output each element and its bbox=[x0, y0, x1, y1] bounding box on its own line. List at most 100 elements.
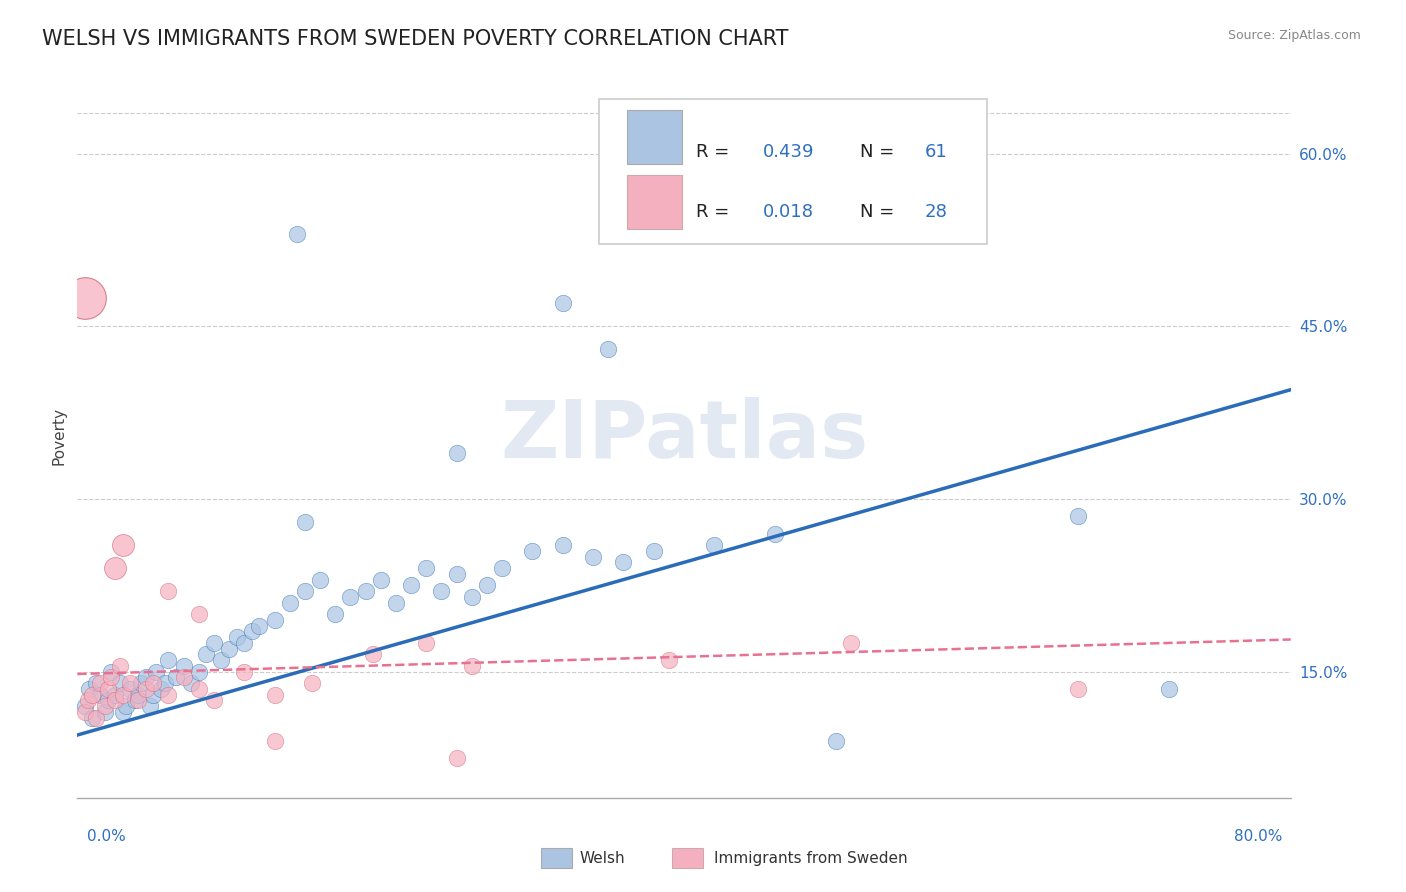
Point bbox=[187, 607, 209, 622]
Point bbox=[247, 618, 270, 632]
Point bbox=[127, 693, 149, 707]
Text: Immigrants from Sweden: Immigrants from Sweden bbox=[714, 851, 908, 865]
Text: 0.0%: 0.0% bbox=[87, 830, 127, 844]
Point bbox=[415, 561, 437, 575]
Point bbox=[108, 659, 131, 673]
Point bbox=[142, 688, 165, 702]
Point bbox=[430, 584, 453, 599]
Point bbox=[385, 596, 408, 610]
Point bbox=[84, 676, 107, 690]
Text: R =: R = bbox=[696, 203, 735, 221]
Point bbox=[1067, 681, 1090, 696]
Point bbox=[104, 693, 127, 707]
Text: Welsh: Welsh bbox=[579, 851, 624, 865]
Text: N =: N = bbox=[860, 203, 900, 221]
Point bbox=[1159, 681, 1181, 696]
Point bbox=[129, 676, 152, 690]
Text: WELSH VS IMMIGRANTS FROM SWEDEN POVERTY CORRELATION CHART: WELSH VS IMMIGRANTS FROM SWEDEN POVERTY … bbox=[42, 29, 789, 48]
Text: 0.439: 0.439 bbox=[763, 143, 814, 161]
Point bbox=[120, 676, 142, 690]
Point bbox=[155, 676, 177, 690]
Point bbox=[79, 681, 101, 696]
Text: R =: R = bbox=[696, 143, 735, 161]
Point bbox=[120, 681, 142, 696]
Point bbox=[135, 671, 157, 685]
Point bbox=[202, 693, 225, 707]
Point bbox=[446, 751, 468, 765]
Point bbox=[202, 636, 225, 650]
Point bbox=[180, 676, 202, 690]
Point bbox=[142, 676, 165, 690]
Point bbox=[460, 659, 482, 673]
Point bbox=[301, 676, 323, 690]
Point bbox=[157, 584, 180, 599]
Point bbox=[73, 291, 96, 305]
Point bbox=[111, 538, 134, 552]
Point bbox=[703, 538, 725, 552]
Point bbox=[658, 653, 681, 667]
Text: ZIPatlas: ZIPatlas bbox=[501, 397, 868, 475]
Text: 28: 28 bbox=[924, 203, 948, 221]
Point bbox=[124, 693, 146, 707]
Point bbox=[839, 636, 862, 650]
Point bbox=[263, 733, 285, 747]
Point bbox=[399, 578, 422, 592]
Point bbox=[354, 584, 377, 599]
Point bbox=[84, 711, 107, 725]
FancyBboxPatch shape bbox=[599, 98, 987, 244]
Point bbox=[73, 705, 96, 719]
Point bbox=[187, 681, 209, 696]
Point bbox=[97, 681, 120, 696]
Text: N =: N = bbox=[860, 143, 900, 161]
Point bbox=[294, 584, 316, 599]
Point bbox=[446, 566, 468, 581]
Point bbox=[165, 671, 187, 685]
Point bbox=[763, 526, 786, 541]
Point bbox=[108, 676, 131, 690]
Point bbox=[115, 699, 138, 714]
Point bbox=[415, 636, 437, 650]
Point bbox=[111, 705, 134, 719]
Point bbox=[89, 688, 111, 702]
Point bbox=[370, 573, 392, 587]
Point bbox=[278, 596, 301, 610]
Point bbox=[491, 561, 513, 575]
Point bbox=[323, 607, 346, 622]
Point bbox=[173, 671, 195, 685]
Point bbox=[127, 688, 149, 702]
Point bbox=[522, 544, 544, 558]
Point bbox=[551, 296, 574, 310]
Point bbox=[195, 648, 218, 662]
Point bbox=[598, 343, 620, 357]
Point bbox=[339, 590, 361, 604]
Point bbox=[263, 688, 285, 702]
Point bbox=[100, 665, 122, 679]
Point bbox=[145, 665, 167, 679]
Text: Source: ZipAtlas.com: Source: ZipAtlas.com bbox=[1227, 29, 1361, 42]
Point bbox=[225, 630, 247, 644]
FancyBboxPatch shape bbox=[627, 110, 682, 164]
Text: 61: 61 bbox=[924, 143, 948, 161]
Point bbox=[475, 578, 498, 592]
Point bbox=[551, 538, 574, 552]
Point bbox=[612, 555, 634, 569]
Point bbox=[233, 665, 256, 679]
Point bbox=[209, 653, 232, 667]
Point bbox=[460, 590, 482, 604]
Point bbox=[285, 227, 308, 242]
Point bbox=[97, 693, 120, 707]
Point bbox=[218, 641, 240, 656]
Point bbox=[157, 688, 180, 702]
Point bbox=[233, 636, 256, 650]
Point bbox=[446, 446, 468, 460]
Point bbox=[89, 676, 111, 690]
Text: 80.0%: 80.0% bbox=[1234, 830, 1282, 844]
Point bbox=[104, 561, 127, 575]
Point bbox=[643, 544, 665, 558]
Point bbox=[294, 515, 316, 529]
Point bbox=[82, 688, 104, 702]
Point bbox=[73, 699, 96, 714]
Point bbox=[111, 688, 134, 702]
Point bbox=[93, 705, 115, 719]
Point bbox=[1067, 509, 1090, 524]
